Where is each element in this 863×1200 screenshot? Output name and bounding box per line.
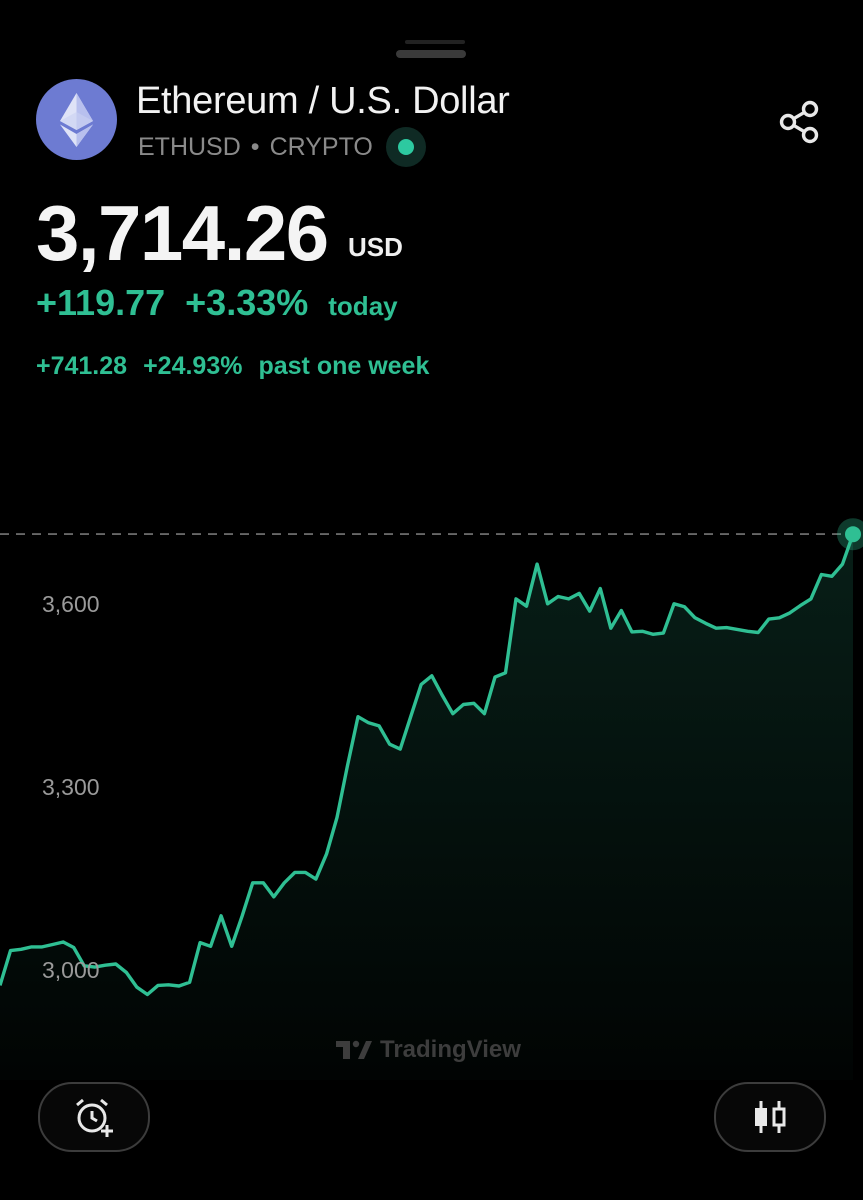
today-label: today: [328, 291, 398, 321]
market-label: CRYPTO: [269, 133, 373, 161]
current-price: 3,714.26: [36, 189, 329, 277]
week-change: +741.28 +24.93% past one week: [36, 352, 429, 381]
chart-area: [0, 534, 853, 1080]
add-alarm-icon: [76, 1098, 113, 1137]
today-change-abs: +119.77: [36, 282, 166, 323]
separator-dot: •: [250, 133, 260, 161]
status-indicator: [405, 40, 465, 44]
instrument-title: Ethereum / U.S. Dollar: [136, 80, 510, 122]
market-open-indicator: [386, 127, 426, 167]
current-point: [845, 526, 861, 543]
y-tick-label: 3,600: [42, 590, 100, 617]
y-tick-label: 3,300: [42, 773, 100, 800]
sheet-drag-handle[interactable]: [396, 50, 466, 58]
today-change-pct: +3.33%: [185, 282, 309, 323]
price-chart[interactable]: [0, 500, 863, 1080]
price-currency: USD: [348, 232, 403, 262]
today-change: +119.77 +3.33% today: [36, 282, 398, 324]
ethereum-logo: [36, 79, 117, 160]
chart-line: [0, 533, 855, 997]
week-change-pct: +24.93%: [143, 352, 243, 380]
tradingview-watermark: TradingView: [336, 1036, 521, 1064]
share-icon[interactable]: [776, 98, 824, 146]
add-alert-button[interactable]: [38, 1082, 150, 1152]
watermark-text: TradingView: [380, 1036, 521, 1063]
chart-type-button[interactable]: [714, 1082, 826, 1152]
candlestick-icon: [755, 1101, 786, 1133]
instrument-subtitle: ETHUSD • CRYPTO: [138, 133, 373, 162]
symbol-label: ETHUSD: [138, 133, 241, 161]
tradingview-logo-icon: [336, 1040, 372, 1059]
week-label: past one week: [258, 352, 430, 380]
y-tick-label: 3,000: [42, 957, 100, 984]
week-change-abs: +741.28: [36, 352, 128, 380]
